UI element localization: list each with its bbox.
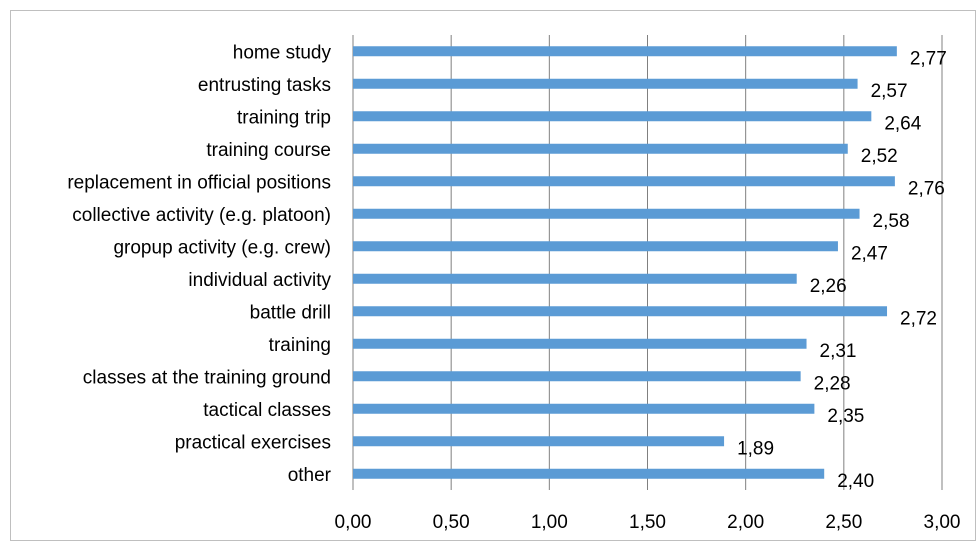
bar-0 — [353, 46, 897, 57]
x-tick-label-1: 0,50 — [433, 512, 470, 533]
bar-13 — [353, 468, 825, 479]
value-label-2: 2,64 — [884, 113, 921, 134]
bar-11 — [353, 403, 815, 414]
category-label-13: other — [288, 465, 332, 486]
category-label-6: gropup activity (e.g. crew) — [113, 237, 331, 258]
x-tick-label-5: 2,50 — [825, 512, 862, 533]
bar-layer — [353, 46, 897, 479]
bar-4 — [353, 176, 895, 187]
x-tick-label-3: 1,50 — [629, 512, 666, 533]
value-label-10: 2,28 — [814, 373, 851, 394]
bar-12 — [353, 436, 725, 447]
x-tick-label-0: 0,00 — [335, 512, 372, 533]
value-label-0: 2,77 — [910, 48, 947, 69]
bar-5 — [353, 208, 860, 219]
category-label-3: training course — [206, 140, 331, 161]
category-label-10: classes at the training ground — [83, 367, 331, 388]
bar-9 — [353, 338, 807, 349]
value-label-12: 1,89 — [737, 438, 774, 459]
grid-layer — [352, 35, 943, 490]
category-label-1: entrusting tasks — [198, 75, 331, 96]
bar-6 — [353, 241, 838, 252]
bar-8 — [353, 306, 888, 317]
x-tick-label-2: 1,00 — [531, 512, 568, 533]
value-label-5: 2,58 — [873, 211, 910, 232]
bar-2 — [353, 111, 872, 122]
bar-10 — [353, 371, 801, 382]
category-label-9: training — [269, 335, 331, 356]
value-label-8: 2,72 — [900, 308, 937, 329]
bar-3 — [353, 143, 848, 154]
category-label-5: collective activity (e.g. platoon) — [72, 205, 331, 226]
value-label-1: 2,57 — [871, 81, 908, 102]
category-label-4: replacement in official positions — [67, 172, 331, 193]
value-label-7: 2,26 — [810, 276, 847, 297]
category-label-11: tactical classes — [203, 400, 331, 421]
value-label-9: 2,31 — [820, 341, 857, 362]
bar-7 — [353, 273, 797, 284]
bar-1 — [353, 78, 858, 89]
category-label-8: battle drill — [250, 302, 331, 323]
value-label-4: 2,76 — [908, 178, 945, 199]
value-label-3: 2,52 — [861, 146, 898, 167]
value-label-13: 2,40 — [837, 471, 874, 492]
x-tick-label-4: 2,00 — [727, 512, 764, 533]
category-label-7: individual activity — [188, 270, 331, 291]
value-label-6: 2,47 — [851, 243, 888, 264]
value-label-11: 2,35 — [827, 406, 864, 427]
category-label-12: practical exercises — [175, 432, 331, 453]
category-label-0: home study — [233, 42, 332, 63]
category-label-2: training trip — [237, 107, 331, 128]
label-layer: 0,00 0,50 1,00 1,50 2,00 2,50 3,00 home study 2,… — [67, 42, 960, 533]
x-tick-label-6: 3,00 — [924, 512, 961, 533]
